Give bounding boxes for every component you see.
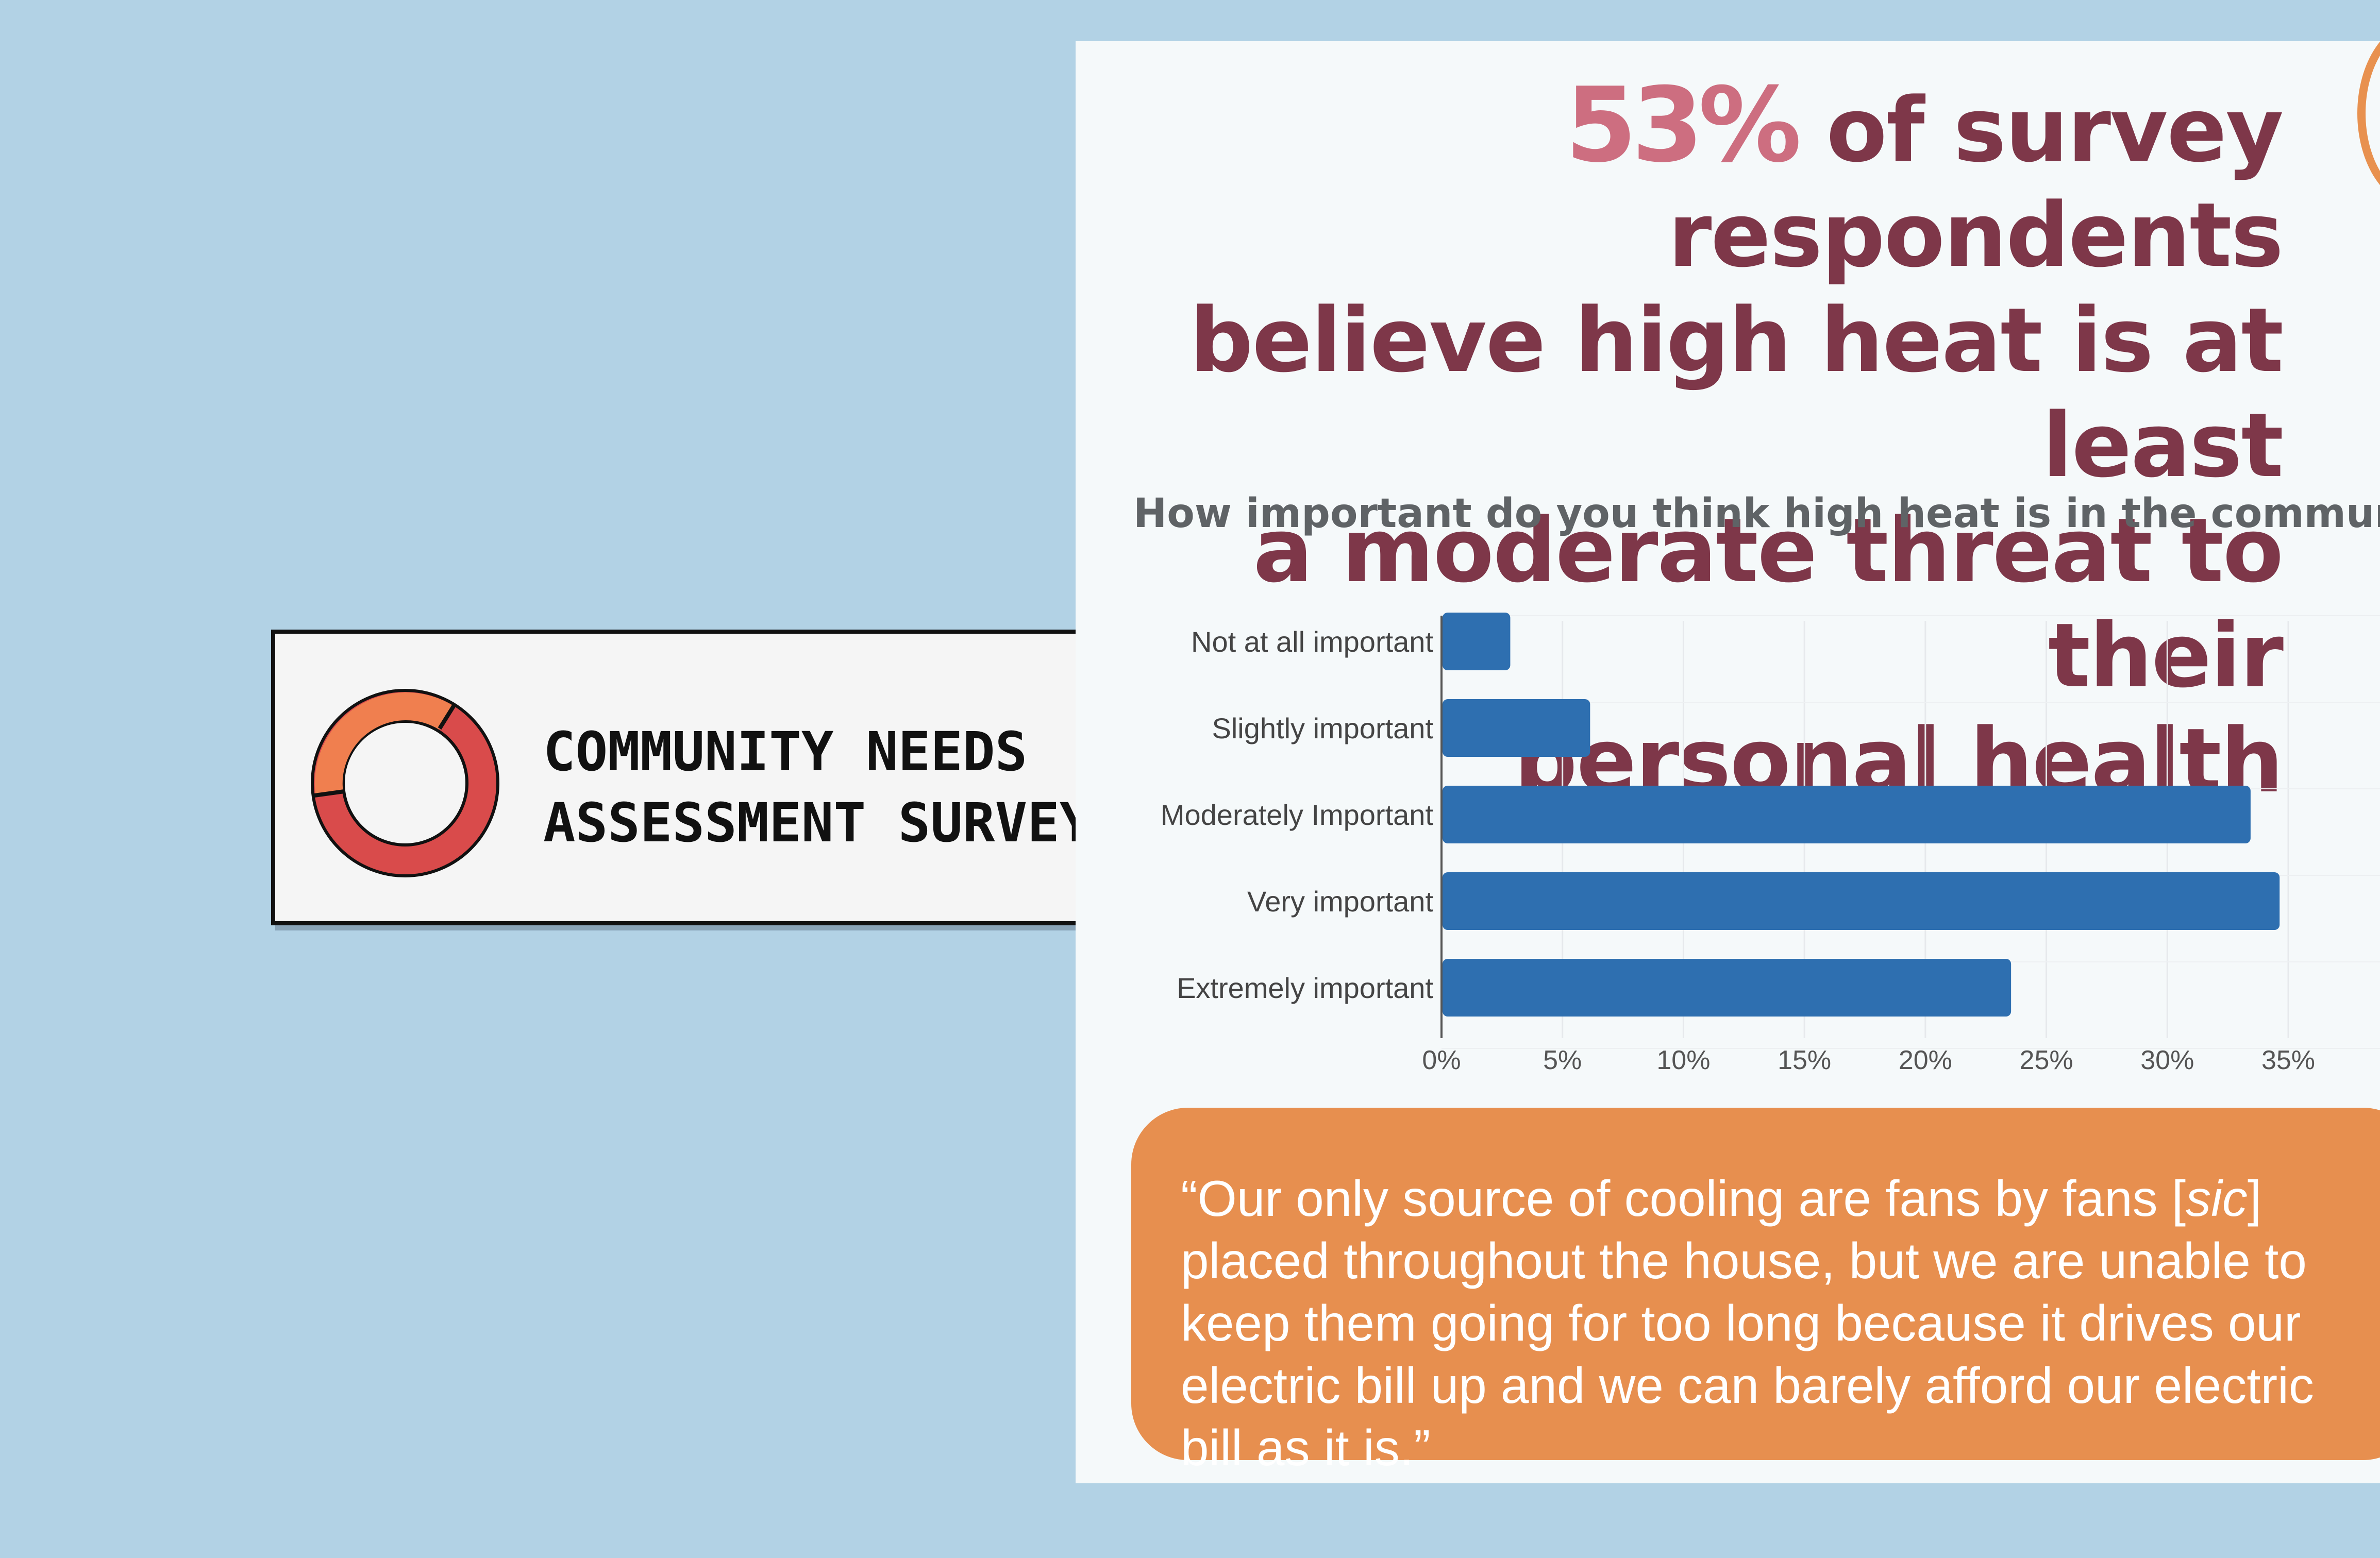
- headline: 53% of survey respondents believe high h…: [1076, 73, 2284, 814]
- category-label: Very important: [1247, 885, 1433, 918]
- donut-chart-icon: [311, 689, 499, 877]
- x-tick-label: 25%: [2020, 1045, 2073, 1075]
- x-tick-label: 35%: [2261, 1045, 2315, 1075]
- category-label: Extremely important: [1177, 972, 1433, 1004]
- x-tick-label: 15%: [1778, 1045, 1831, 1075]
- x-tick-label: 30%: [2140, 1045, 2194, 1075]
- chart-title: How important do you think high heat is …: [1133, 490, 2380, 537]
- category-label: Moderately Important: [1161, 799, 1434, 831]
- section-badge: COMMUNITY NEEDS ASSESSMENT SURVEYS: [271, 630, 1163, 925]
- infographic-panel: 53% of survey respondents believe high h…: [1076, 41, 2380, 1483]
- bar: [1443, 786, 2251, 843]
- x-tick-label: 10%: [1656, 1045, 1710, 1075]
- quote-box: “Our only source of cooling are fans by …: [1131, 1108, 2380, 1476]
- decorative-arc: [2357, 41, 2380, 206]
- bar: [1443, 613, 1511, 670]
- headline-line2: believe high heat is at least: [1189, 289, 2284, 497]
- quote-sic: sic: [2186, 1170, 2248, 1227]
- bar: [1443, 959, 2012, 1017]
- bar: [1443, 872, 2280, 930]
- headline-line1: 53% of survey respondents: [1076, 73, 2284, 288]
- x-tick-label: 20%: [1899, 1045, 1952, 1075]
- quote-part2: ] placed throughout the house, but we ar…: [1181, 1170, 2314, 1476]
- badge-title: COMMUNITY NEEDS ASSESSMENT SURVEYS: [543, 716, 1124, 858]
- x-tick-label: 0%: [1422, 1045, 1461, 1075]
- quote-text: “Our only source of cooling are fans by …: [1181, 1167, 2380, 1479]
- bar: [1443, 699, 1590, 757]
- headline-line1-text: of survey respondents: [1668, 78, 2284, 287]
- headline-percent: 53%: [1565, 65, 1802, 185]
- headline-line3: a moderate threat to their: [1253, 499, 2284, 707]
- badge-title-line2: ASSESSMENT SURVEYS: [543, 791, 1125, 854]
- badge-title-line1: COMMUNITY NEEDS: [543, 720, 1028, 783]
- quote-part1: “Our only source of cooling are fans by …: [1181, 1170, 2186, 1227]
- category-label: Slightly important: [1212, 712, 1433, 744]
- bar-chart: 0% 5% 10% 15% 20% 25% 30% 35% Not at all importa…: [1161, 613, 2380, 1075]
- category-label: Not at all important: [1191, 625, 1433, 658]
- x-tick-label: 5%: [1543, 1045, 1582, 1075]
